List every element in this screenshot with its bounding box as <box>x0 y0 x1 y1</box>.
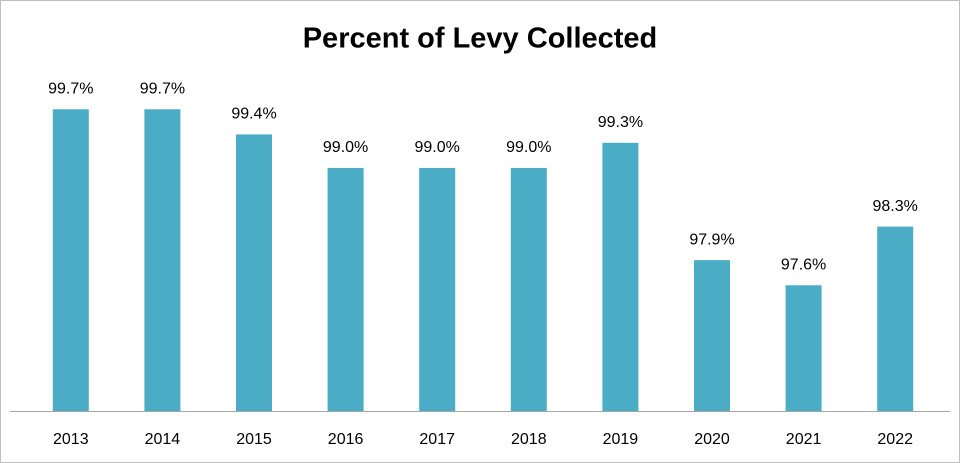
data-label: 97.6% <box>781 257 826 274</box>
data-label: 99.3% <box>598 114 643 131</box>
x-tick-label: 2022 <box>877 431 913 448</box>
x-tick-label: 2014 <box>145 431 181 448</box>
x-tick-label: 2018 <box>511 431 547 448</box>
bar <box>52 109 89 412</box>
bar <box>785 285 822 411</box>
bar <box>602 142 639 412</box>
data-label: 99.0% <box>415 139 460 156</box>
x-tick-label: 2015 <box>236 431 272 448</box>
x-tick-label: 2021 <box>786 431 822 448</box>
bar <box>419 167 456 411</box>
data-label: 99.4% <box>231 106 276 123</box>
x-tick-label: 2017 <box>419 431 455 448</box>
x-tick-label: 2019 <box>603 431 639 448</box>
bar <box>144 109 181 412</box>
bar <box>327 167 364 411</box>
bar <box>877 226 914 411</box>
x-tick-label: 2020 <box>694 431 730 448</box>
data-label: 99.7% <box>140 81 185 98</box>
data-label: 99.0% <box>323 139 368 156</box>
bar <box>694 260 730 411</box>
bar <box>236 134 272 411</box>
data-label: 97.9% <box>689 231 734 248</box>
data-label: 98.3% <box>873 198 918 215</box>
data-label: 99.7% <box>48 81 93 98</box>
bar <box>510 167 547 411</box>
x-tick-label: 2016 <box>328 431 364 448</box>
data-label: 99.0% <box>506 139 551 156</box>
chart-title: Percent of Levy Collected <box>303 23 658 55</box>
x-tick-label: 2013 <box>53 431 89 448</box>
